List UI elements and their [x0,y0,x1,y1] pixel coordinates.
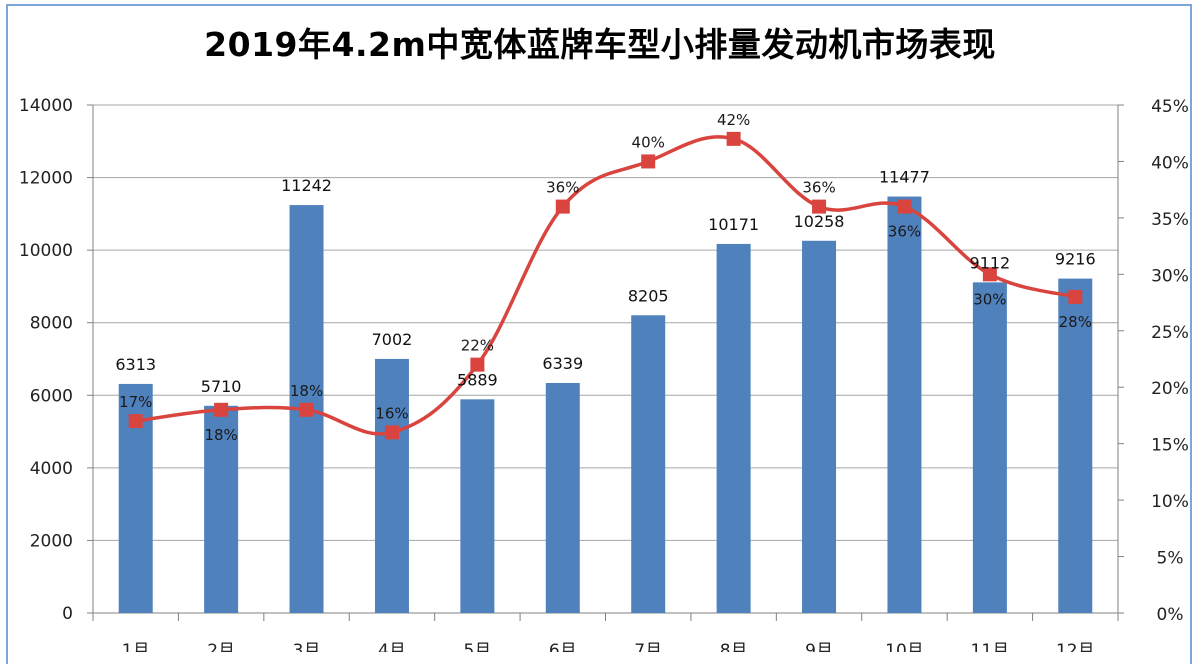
y-left-tick-label: 10000 [19,241,73,261]
gridlines [93,104,1118,541]
data-labels: 6313 5710 11242 7002 5889 6339 8205 10171 10258 1… [115,111,1095,444]
axes: 0 2000 4000 6000 8000 10000 12000 14000 0% 5% 10% 1… [19,96,1189,652]
bar-value-label: 5889 [457,370,498,389]
bar [972,282,1007,613]
bar-value-label: 5710 [201,377,242,396]
x-tick-label: 6月 [549,641,577,652]
line-point [470,357,485,372]
bar [1058,278,1093,613]
line-point [128,414,143,429]
line-value-label: 40% [632,133,665,151]
bar-series [118,196,1093,614]
y-right-tick-label: 5% [1157,549,1184,569]
x-tick-label: 8月 [720,641,748,652]
x-tick-label: 2月 [207,641,235,652]
line-value-label: 18% [290,382,323,400]
y-right-tick-label: 15% [1151,436,1189,456]
y-right-tick-label: 25% [1151,323,1189,343]
line-value-label: 42% [717,111,750,129]
line-point [726,131,741,146]
bar [716,243,751,614]
y-left-tick-label: 4000 [30,459,73,479]
y-left-tick-label: 6000 [30,386,73,406]
bar-value-label: 6339 [542,354,583,373]
line-value-label: 36% [546,179,579,197]
y-left-tick-label: 12000 [19,169,73,189]
share-line [135,135,1076,436]
x-tick-label: 9月 [805,641,833,652]
line-point [299,402,314,417]
line-value-label: 17% [119,393,152,411]
bar-value-label: 11477 [879,168,930,187]
y-right-tick-label: 35% [1151,210,1189,230]
bar [374,358,409,613]
bar [460,399,495,613]
y-right-tick-label: 30% [1151,266,1189,286]
bar-value-label: 10171 [708,215,759,234]
chart-title: 2019年4.2m中宽体蓝牌车型小排量发动机市场表现 [204,25,996,64]
line-value-label: 36% [802,179,835,197]
y-left-tick-label: 14000 [19,96,73,116]
bar [545,382,580,613]
bar [802,240,837,614]
bar-value-label: 10258 [794,212,845,231]
line-value-label: 22% [461,337,494,355]
line-point [982,267,997,282]
bar-value-label: 8205 [628,286,669,305]
bar [887,196,922,613]
x-tick-label: 12月 [1056,641,1095,652]
y-right-tick-label: 10% [1151,492,1189,512]
bar-value-label: 9216 [1055,250,1096,269]
x-tick-label: 7月 [634,641,662,652]
line-series [128,131,1083,440]
line-point [384,425,399,440]
line-point [812,199,827,214]
line-value-label: 16% [375,404,408,422]
bar-value-label: 7002 [372,330,413,349]
x-tick-label: 3月 [293,641,321,652]
bar-value-label: 11242 [281,176,332,195]
y-left-tick-label: 0 [62,604,73,624]
line-value-label: 18% [204,426,237,444]
y-right-tick-label: 0% [1157,605,1184,625]
y-right-tick-label: 45% [1151,97,1189,117]
line-point [641,154,656,169]
x-tick-label: 1月 [122,641,150,652]
line-value-label: 28% [1059,313,1092,331]
bar-value-label: 9112 [970,253,1011,272]
bar-value-label: 6313 [115,355,156,374]
bar [204,405,239,613]
line-value-label: 30% [973,290,1006,308]
x-tick-label: 10月 [885,641,924,652]
y-left-tick-label: 2000 [30,531,73,551]
bar [631,315,666,613]
line-point [897,199,912,214]
y-right-tick-label: 20% [1151,379,1189,399]
line-point [1068,289,1083,304]
line-value-label: 36% [888,223,921,241]
x-tick-label: 5月 [463,641,491,652]
y-right-tick-label: 40% [1151,153,1189,173]
x-tick-label: 11月 [971,641,1010,652]
y-left-tick-label: 8000 [30,314,73,334]
x-tick-label: 4月 [378,641,406,652]
line-point [555,199,570,214]
line-point [214,402,229,417]
